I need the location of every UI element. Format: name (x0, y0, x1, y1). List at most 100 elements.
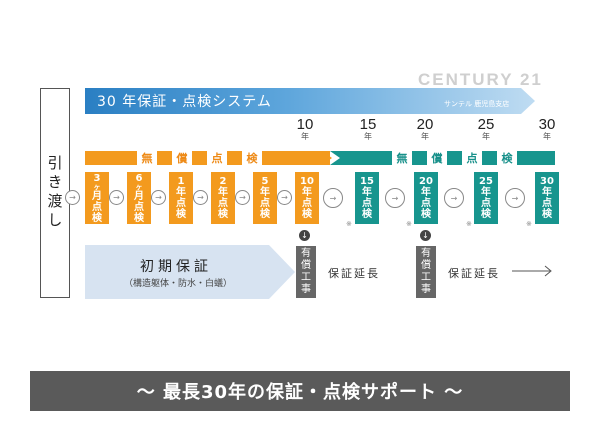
box-line: 検 (134, 212, 144, 224)
box-line: 点 (542, 198, 552, 209)
strip-char: 点 (462, 147, 482, 168)
arrow-circle-icon: → (193, 190, 208, 205)
arrow-circle-icon: → (277, 190, 292, 205)
year-unit: 年 (421, 132, 429, 141)
brand-logo: CENTURY 21 (418, 70, 543, 89)
box-line: 15 (360, 176, 374, 187)
box-line: ヶ (135, 182, 143, 191)
box-line: 6 (135, 172, 143, 184)
box-line: 工 (301, 272, 311, 283)
inspection-box-10-year: 10 年 点 検 (295, 172, 319, 224)
arrow-circle-icon: → (235, 190, 250, 205)
box-line: 点 (92, 201, 102, 213)
paid-work-box: 有 償 工 事 (416, 246, 436, 298)
initial-guarantee-title: 初期保証 (140, 259, 212, 275)
box-line: 年 (260, 187, 270, 198)
box-line: 年 (421, 187, 431, 198)
year-number: 20 (416, 116, 434, 133)
box-line: 年 (481, 187, 491, 198)
down-arrow-icon: ↓ (299, 230, 310, 241)
year-label-15: 15 年 (353, 117, 383, 141)
year-unit: 年 (482, 132, 490, 141)
box-line: 年 (542, 187, 552, 198)
box-line: 検 (260, 209, 270, 220)
box-line: 有 (421, 248, 431, 259)
extension-arrow-icon (512, 265, 552, 277)
arrow-circle-icon: → (505, 188, 525, 208)
box-line: 検 (176, 209, 186, 220)
strip-char: 点 (207, 147, 227, 168)
box-line: 年 (176, 187, 186, 198)
box-line: 検 (218, 209, 228, 220)
box-line: 償 (421, 260, 431, 271)
strip-char: 無 (137, 147, 157, 168)
box-line: 点 (481, 198, 491, 209)
box-line: 点 (134, 201, 144, 213)
bottom-banner: 〜 最長30年の保証・点検サポート 〜 (30, 371, 570, 411)
box-line: 検 (421, 209, 431, 220)
arrow-circle-icon: → (109, 190, 124, 205)
extension-label: 保証延長 (328, 267, 380, 280)
strip-char: 検 (242, 147, 262, 168)
system-banner (85, 88, 535, 114)
box-line: 30 (540, 176, 554, 187)
inspection-box-20-year: 20 年 点 検 (414, 172, 438, 224)
strip-char: 償 (172, 147, 192, 168)
inspection-box-25-year: 25 年 点 検 (474, 172, 498, 224)
year-number: 25 (477, 116, 495, 133)
initial-guarantee-subtitle: （構造躯体・防水・白蟻） (124, 279, 233, 289)
strip-char: 検 (497, 147, 517, 168)
arrow-circle-icon: → (385, 188, 405, 208)
down-arrow-icon: ↓ (420, 230, 431, 241)
year-label-30: 30 年 (532, 117, 562, 141)
box-line: 点 (362, 198, 372, 209)
inspection-box-2-year: 2 年 点 検 (211, 172, 235, 224)
box-line: 5 (261, 176, 269, 187)
banner-title: 30 年保証・点検システム (97, 94, 272, 110)
initial-guarantee-arrow (85, 245, 295, 299)
inspection-box-15-year: 15 年 点 検 (355, 172, 379, 224)
year-unit: 年 (364, 132, 372, 141)
inspection-box-30-year: 30 年 点 検 (535, 172, 559, 224)
box-line: ヶ (93, 182, 101, 191)
box-line: 20 (419, 176, 433, 187)
arrow-circle-icon: → (444, 188, 464, 208)
year-number: 30 (538, 116, 556, 133)
box-line: 点 (421, 198, 431, 209)
arrow-circle-icon: → (65, 190, 80, 205)
box-line: 25 (479, 176, 493, 187)
box-line: 年 (218, 187, 228, 198)
box-line: 月 (92, 190, 102, 202)
box-line: 償 (301, 260, 311, 271)
arrow-circle-icon: → (151, 190, 166, 205)
paid-work-box: 有 償 工 事 (296, 246, 316, 298)
year-label-10: 10 年 (290, 117, 320, 141)
box-line: 年 (362, 187, 372, 198)
year-number: 15 (359, 116, 377, 133)
strip-arrow (322, 151, 332, 165)
inspection-box-5-year: 5 年 点 検 (253, 172, 277, 224)
inspection-box-3-month: 3 ヶ 月 点 検 (85, 172, 109, 224)
box-line: 工 (421, 272, 431, 283)
box-line: 年 (302, 187, 312, 198)
year-unit: 年 (301, 132, 309, 141)
box-line: 点 (176, 198, 186, 209)
box-line: 有 (301, 248, 311, 259)
strip-char: 償 (427, 147, 447, 168)
box-line: 検 (92, 212, 102, 224)
extension-label: 保証延長 (448, 267, 500, 280)
note-mark: ※ (346, 220, 352, 228)
arrow-circle-icon: → (323, 188, 343, 208)
box-line: 2 (219, 176, 227, 187)
brand-branch: サンテル 鹿児島支店 (444, 100, 510, 108)
box-line: 検 (481, 209, 491, 220)
note-mark: ※ (466, 220, 472, 228)
box-line: 検 (542, 209, 552, 220)
note-mark: ※ (406, 220, 412, 228)
inspection-box-1-year: 1 年 点 検 (169, 172, 193, 224)
box-line: 事 (301, 284, 311, 295)
year-label-25: 25 年 (471, 117, 501, 141)
box-line: 月 (134, 190, 144, 202)
year-label-20: 20 年 (410, 117, 440, 141)
year-unit: 年 (543, 132, 551, 141)
